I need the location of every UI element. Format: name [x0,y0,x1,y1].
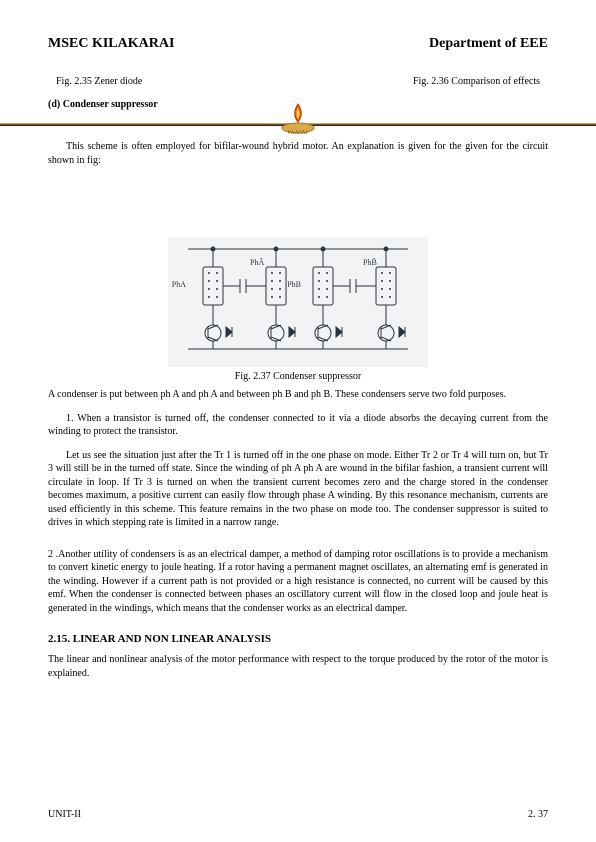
page-footer: UNIT-II 2. 37 [48,809,548,820]
paragraph-letus: Let us see the situation just after the … [48,449,548,530]
fig-237-caption: Fig. 2.37 Condenser suppressor [48,371,548,382]
figure-labels-row: Fig. 2.35 Zener diode Fig. 2.36 Comparis… [48,76,548,87]
page-header: MSEC KILAKARAI Department of EEE [48,36,548,52]
paragraph-2: 2 .Another utility of condensers is as a… [48,548,548,616]
label-phB: PhB [287,280,301,289]
decorative-rule: PAAVAI [48,116,548,132]
section-2-15-heading: 2.15. LINEAR AND NON LINEAR ANALYSIS [48,633,548,645]
label-phAbar: PhĀ [250,258,264,267]
emblem-text: PAAVAI [280,131,316,136]
label-phBbar: PhB̄ [363,258,377,267]
header-right: Department of EEE [429,36,548,52]
label-phA: PhA [172,280,186,289]
fig-label-right: Fig. 2.36 Comparison of effects [413,76,540,87]
emblem-icon: PAAVAI [280,100,316,136]
circuit-figure: PhA PhĀ PhB PhB̄ [168,237,428,367]
paragraph-condenser: A condenser is put between ph A and ph A… [48,388,548,402]
paragraph-intro: This scheme is often employed for bifila… [48,140,548,167]
footer-left: UNIT-II [48,809,81,820]
fig-label-left: Fig. 2.35 Zener diode [56,76,142,87]
header-left: MSEC KILAKARAI [48,36,174,52]
footer-right: 2. 37 [528,809,548,820]
paragraph-1: 1. When a transistor is turned off, the … [48,412,548,439]
paragraph-linear: The linear and nonlinear analysis of the… [48,653,548,680]
